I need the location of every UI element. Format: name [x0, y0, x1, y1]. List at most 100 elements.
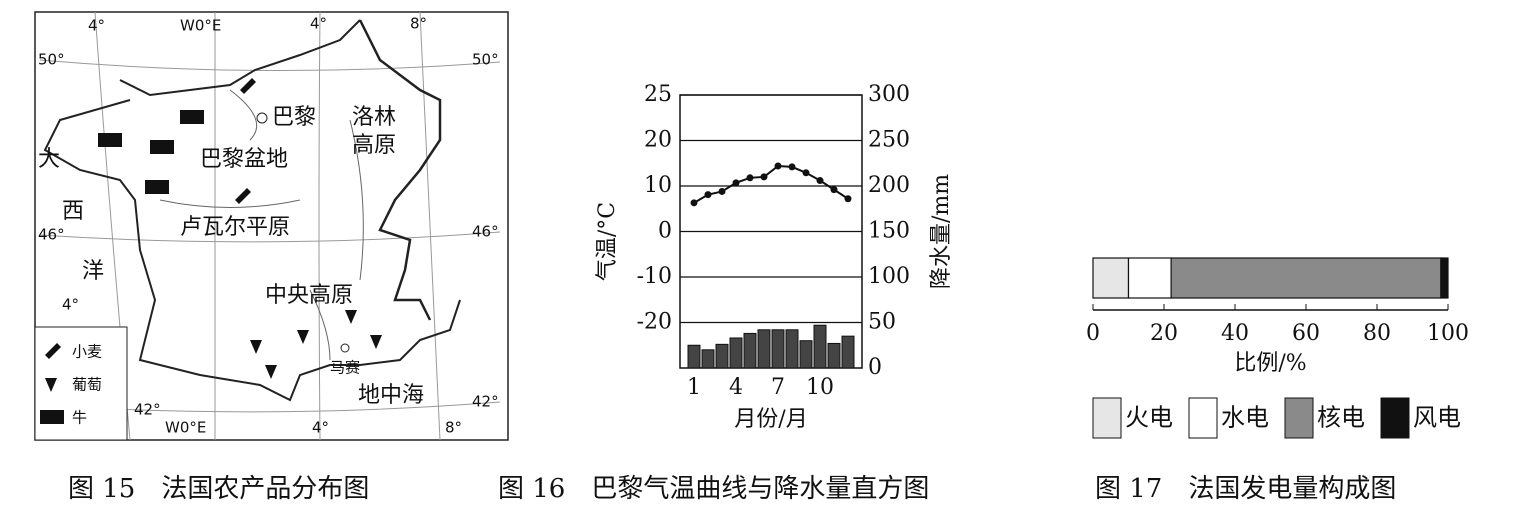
y2-tick-label: 250	[868, 128, 910, 153]
grid-label: 4°	[310, 15, 327, 33]
precip-bar	[813, 324, 827, 369]
y-tick-label: 20	[644, 128, 672, 153]
temperature-point	[732, 179, 740, 187]
grid-label: 8°	[410, 15, 427, 33]
grid-label: 4°	[312, 419, 329, 437]
place-label: 大	[38, 147, 60, 172]
precip-bar	[771, 329, 785, 369]
place-label: 高原	[352, 133, 396, 158]
precip-bar	[757, 329, 771, 369]
temperature-point	[830, 186, 838, 194]
figure-caption: 图 15 法国农产品分布图	[68, 474, 369, 504]
place-label: 巴黎	[272, 105, 316, 130]
y-tick-label: 25	[644, 82, 672, 107]
place-label: 洋	[82, 259, 104, 284]
place-label: 西	[62, 199, 84, 224]
figure-caption: 图 17 法国发电量构成图	[1095, 474, 1396, 504]
grid-label: 42°	[472, 393, 499, 411]
x-tick-label: 60	[1292, 321, 1320, 346]
rivers	[159, 89, 364, 361]
grid-label: W0°E	[165, 419, 206, 437]
x-axis-label: 比例/%	[1234, 351, 1306, 376]
figure-caption: 图 16 巴黎气温曲线与降水量直方图	[498, 474, 929, 504]
legend-swatch	[1380, 397, 1410, 439]
border	[358, 19, 442, 321]
precip-bar	[715, 343, 729, 369]
place-label: 中央高原	[265, 283, 353, 308]
precip-bar	[729, 337, 743, 369]
map-legend-label: 牛	[72, 409, 87, 427]
place-label: 洛林	[352, 105, 396, 130]
y-tick-label: -20	[637, 310, 672, 335]
precip-bar	[799, 340, 813, 369]
y-tick-label: 10	[644, 173, 672, 198]
x-tick-label: 0	[1086, 321, 1100, 346]
x-tick-label: 100	[1427, 321, 1469, 346]
temperature-point	[746, 174, 754, 182]
precip-bar	[841, 335, 855, 369]
grid-label: 4°	[62, 296, 79, 314]
temperature-point	[816, 177, 824, 185]
temperature-point	[802, 169, 810, 177]
place-label: 卢瓦尔平原	[180, 215, 290, 240]
y2-axis-label: 降水量/mm	[929, 174, 954, 289]
y2-tick-label: 200	[868, 173, 910, 198]
temperature-point	[788, 163, 796, 171]
place-label: 巴黎盆地	[200, 147, 288, 172]
precip-bar	[701, 349, 715, 369]
share-segment	[1170, 257, 1442, 299]
map-frame	[34, 11, 509, 441]
share-segment	[1440, 257, 1449, 299]
temperature-line	[693, 164, 849, 204]
y2-tick-label: 300	[868, 82, 910, 107]
grid-label: W0°E	[180, 17, 221, 35]
marseille-dot	[340, 343, 350, 353]
temperature-point	[844, 195, 852, 203]
temperature-point	[718, 187, 726, 195]
x-tick-label: 10	[806, 375, 834, 400]
share-segment	[1127, 257, 1172, 299]
y-axis-label: 气温/°C	[595, 202, 620, 281]
place-label: 地中海	[358, 383, 424, 408]
legend-swatch	[1092, 397, 1122, 439]
grid-label: 8°	[445, 419, 462, 437]
grid-label: 42°	[134, 401, 161, 419]
y2-tick-label: 100	[868, 264, 910, 289]
legend-label: 火电	[1125, 404, 1173, 432]
grid-label: 46°	[472, 223, 499, 241]
grape-icon	[45, 310, 382, 392]
grid-label: 50°	[38, 51, 65, 69]
temperature-point	[760, 173, 768, 181]
legend-label: 风电	[1413, 404, 1461, 432]
longitude-lines	[94, 11, 441, 441]
y2-tick-label: 50	[868, 310, 896, 335]
x-tick-label: 20	[1150, 321, 1178, 346]
temperature-point	[690, 199, 698, 207]
y-tick-label: -10	[637, 264, 672, 289]
y2-tick-label: 150	[868, 219, 910, 244]
legend-label: 核电	[1317, 404, 1365, 432]
precip-bar	[687, 344, 701, 369]
x-tick-label: 7	[771, 375, 785, 400]
precip-bar	[827, 342, 841, 369]
legend-label: 水电	[1221, 404, 1269, 432]
precip-bar	[785, 329, 799, 369]
map-icons	[40, 78, 382, 424]
grid-label: 4°	[88, 17, 105, 35]
temperature-point	[774, 162, 782, 170]
paris-dot	[256, 112, 268, 124]
share-segment	[1092, 257, 1130, 299]
cattle-icon	[40, 110, 204, 424]
x-tick-label: 4	[729, 375, 743, 400]
x-tick-label: 1	[687, 375, 701, 400]
legend-swatch	[1284, 397, 1314, 439]
map-legend-label: 葡萄	[72, 376, 102, 394]
legend-swatch	[1188, 397, 1218, 439]
x-tick-label: 40	[1221, 321, 1249, 346]
y2-tick-label: 0	[868, 355, 882, 380]
grid-label: 50°	[472, 51, 499, 69]
precip-bar	[743, 332, 757, 369]
map-legend-label: 小麦	[72, 343, 102, 361]
temperature-point	[704, 191, 712, 199]
